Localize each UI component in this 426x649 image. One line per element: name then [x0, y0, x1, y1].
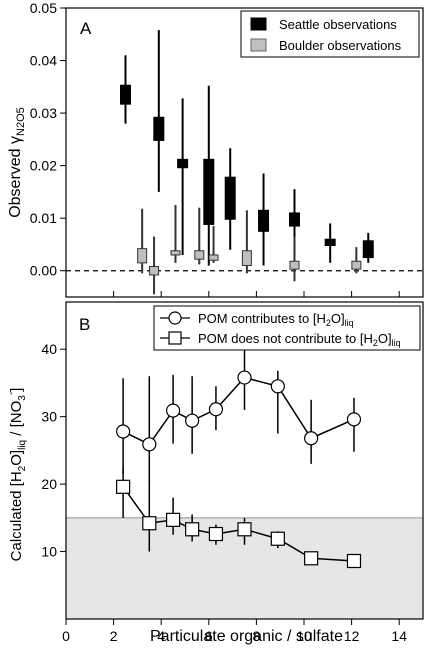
panel-a-y-tick-label: 0.01 — [30, 210, 57, 226]
panel-b-legend-label-part: POM contributes to [H — [198, 311, 326, 326]
seattle-box — [120, 84, 131, 105]
pom-no-contribution-marker — [270, 531, 285, 546]
pom-no-contribution-marker — [116, 479, 131, 494]
panel-b-y-axis-label-part: Calculated [H — [8, 471, 25, 561]
seattle-box — [362, 240, 374, 259]
pom-no-contribution-marker — [142, 516, 157, 531]
panel-a: 0.00 0.01 0.02 0.03 0.04 0.05 A Seattle obser… — [7, 0, 424, 298]
panel-b-series — [116, 347, 362, 569]
pom-no-contribution-marker — [208, 526, 224, 542]
panel-b-legend-label-part: liq — [392, 338, 401, 348]
panel-a-boxes — [120, 30, 374, 295]
pom-contributes-marker — [116, 424, 131, 439]
panel-b-axes: 10 20 30 40 0 2 4 6 8 10 12 14 — [41, 341, 407, 644]
seattle-box — [177, 158, 189, 169]
panel-b-x-tick-label: 0 — [62, 628, 70, 644]
panel-b-legend-label-part: O] — [331, 311, 345, 326]
panel-b-y-tick-label: 20 — [41, 476, 57, 492]
panel-b-y-axis-label-part: liq — [17, 440, 28, 450]
pom-contributes-marker — [304, 431, 319, 446]
boulder-box — [208, 254, 219, 261]
pom-no-contribution-marker — [185, 522, 200, 537]
pom-no-contribution-marker — [346, 553, 362, 569]
panel-b-y-axis-label-part: / [NO — [8, 401, 25, 440]
panel-b: 10 20 30 40 0 2 4 6 8 10 12 14 B POM contributes to… — [6, 301, 424, 645]
panel-b-x-tick-label: 12 — [344, 628, 360, 644]
panel-a-legend: Seattle observations Boulder observations — [240, 10, 420, 58]
boulder-box — [194, 250, 205, 260]
panel-b-y-tick-label: 30 — [41, 409, 57, 425]
panel-a-legend-label: Seattle observations — [279, 17, 397, 32]
panel-b-legend-label-part: POM does not contribute to [H — [198, 331, 373, 346]
panel-b-x-tick-label: 2 — [110, 628, 118, 644]
panel-b-y-tick-label: 40 — [41, 341, 57, 357]
panel-b-x-axis-label: Particulate organic / sulfate — [150, 628, 343, 645]
panel-b-x-tick-label: 8 — [253, 628, 261, 644]
panel-a-legend-box — [240, 10, 420, 58]
panel-a-y-tick-label: 0.05 — [30, 0, 57, 16]
seattle-box — [203, 158, 215, 225]
panel-a-y-tick-label: 0.03 — [30, 105, 57, 121]
panel-b-x-tick-label: 10 — [296, 628, 312, 644]
seattle-box — [153, 116, 165, 141]
panel-a-y-tick-label: 0.00 — [30, 263, 57, 279]
panel-a-y-axis-label: Observed γN2O5 — [7, 107, 27, 218]
panel-b-legend-label-part: O] — [378, 331, 392, 346]
pom-no-contribution-marker — [304, 551, 319, 566]
pom-contributes-marker — [270, 379, 285, 394]
panel-b-x-tick-label: 14 — [391, 628, 407, 644]
panel-b-y-axis-label-part: 3 — [17, 395, 28, 401]
seattle-box — [288, 212, 300, 227]
panel-b-legend-marker — [168, 311, 182, 325]
panel-a-axes: 0.00 0.01 0.02 0.03 0.04 0.05 — [30, 0, 400, 297]
panel-b-x-tick-label: 6 — [205, 628, 213, 644]
panel-a-y-tick-label: 0.02 — [30, 158, 57, 174]
panel-b-label: B — [79, 315, 90, 334]
pom-contributes-marker — [208, 402, 224, 417]
pom-contributes-line — [122, 376, 355, 446]
boulder-box — [351, 260, 362, 270]
pom-no-contribution-marker — [237, 522, 252, 537]
panel-b-legend-label: POM contributes to [H2O]liq — [198, 311, 354, 328]
boulder-box — [170, 250, 181, 256]
panel-b-y-axis-label: Calculated [H2O]liq / [NO3-] — [6, 388, 28, 562]
panel-a-legend-label: Boulder observations — [279, 38, 402, 53]
panel-b-legend-box — [153, 305, 421, 351]
panel-b-legend-label-part: 2 — [373, 338, 378, 348]
pom-contributes-marker — [346, 412, 362, 427]
boulder-box — [241, 250, 252, 266]
panel-b-y-axis-label-part: ] — [8, 388, 25, 392]
panel-a-label: A — [80, 19, 92, 38]
seattle-box — [324, 238, 336, 247]
boulder-box — [137, 248, 148, 264]
panel-b-frame — [65, 301, 424, 620]
pom-contributes-marker — [142, 437, 157, 452]
panel-b-legend-label-part: 2 — [326, 318, 331, 328]
panel-b-y-axis-label-part: O] — [8, 450, 25, 466]
boulder-box — [149, 266, 160, 276]
pom-contributes-marker — [237, 370, 252, 385]
panel-b-y-tick-label: 10 — [41, 544, 57, 560]
panel-b-x-tick-label: 4 — [157, 628, 165, 644]
panel-b-legend-label-part: liq — [345, 318, 354, 328]
seattle-box — [258, 209, 270, 232]
seattle-box — [224, 176, 236, 220]
pom-contributes-marker — [166, 403, 181, 418]
panel-a-y-axis-label-sub: N2O5 — [15, 107, 27, 136]
panel-a-legend-swatch — [250, 17, 267, 31]
panel-b-legend-marker — [168, 331, 182, 345]
panel-a-y-axis-label-main: Observed γ — [7, 136, 24, 218]
panel-a-frame — [65, 7, 424, 298]
panel-b-legend-label: POM does not contribute to [H2O]liq — [198, 331, 401, 348]
panel-a-legend-swatch — [250, 38, 267, 52]
panel-b-y-axis-label-part: 2 — [17, 465, 28, 471]
panel-a-y-tick-label: 0.04 — [30, 53, 57, 69]
pom-no-contribution-marker — [166, 512, 181, 527]
pom-contributes-marker — [185, 413, 200, 428]
panel-b-y-axis-label-part: - — [6, 392, 17, 395]
boulder-box — [289, 260, 300, 270]
